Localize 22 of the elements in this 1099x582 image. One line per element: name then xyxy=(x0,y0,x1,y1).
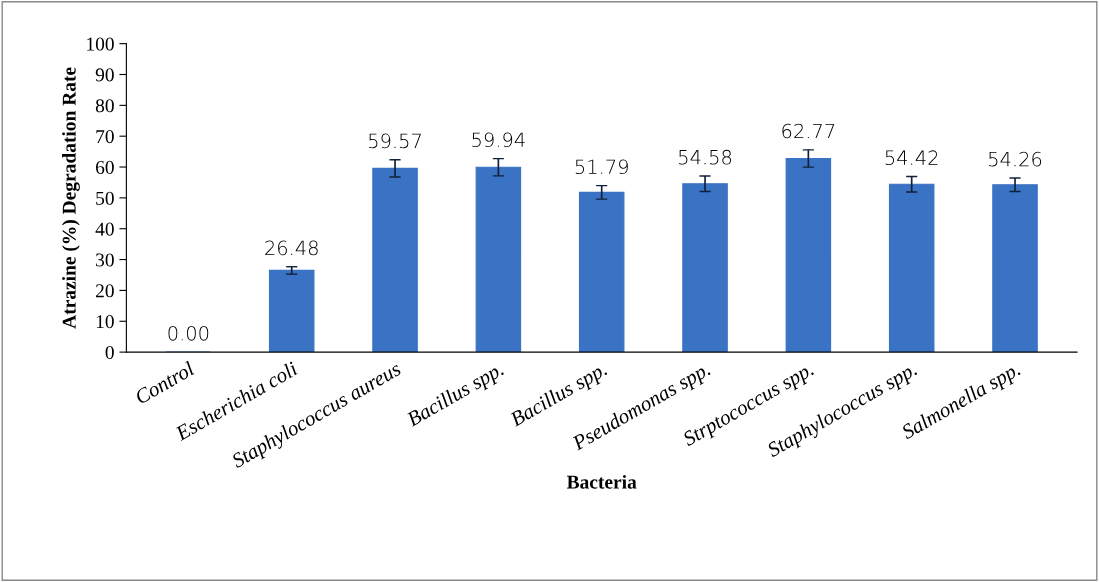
data-label: 26.48 xyxy=(265,240,318,256)
y-tick-label: 20 xyxy=(95,284,114,298)
y-tick-label: 30 xyxy=(96,253,114,267)
x-axis-title: Bacteria xyxy=(566,475,637,489)
y-tick-label: 60 xyxy=(95,160,114,174)
y-tick-label: 70 xyxy=(96,130,114,144)
data-label: 54.58 xyxy=(679,149,732,165)
y-tick-label: 10 xyxy=(96,315,114,329)
data-label: 59.57 xyxy=(369,133,421,149)
y-tick-label: 50 xyxy=(96,191,114,205)
data-label: 54.42 xyxy=(885,150,938,166)
y-tick-label: 80 xyxy=(95,99,114,113)
data-label: 51.79 xyxy=(575,159,628,175)
y-tick-label: 100 xyxy=(87,37,114,51)
y-tick-label: 40 xyxy=(95,222,114,236)
y-tick-label: 0 xyxy=(105,345,114,360)
data-label: 0.00 xyxy=(168,325,209,341)
data-label: 54.26 xyxy=(989,151,1042,167)
y-tick-label: 90 xyxy=(95,68,114,82)
y-axis-title: Atrazine (%) Degradation Rate xyxy=(62,67,80,329)
data-label: 62.77 xyxy=(782,123,835,139)
data-label: 59.94 xyxy=(472,132,525,148)
